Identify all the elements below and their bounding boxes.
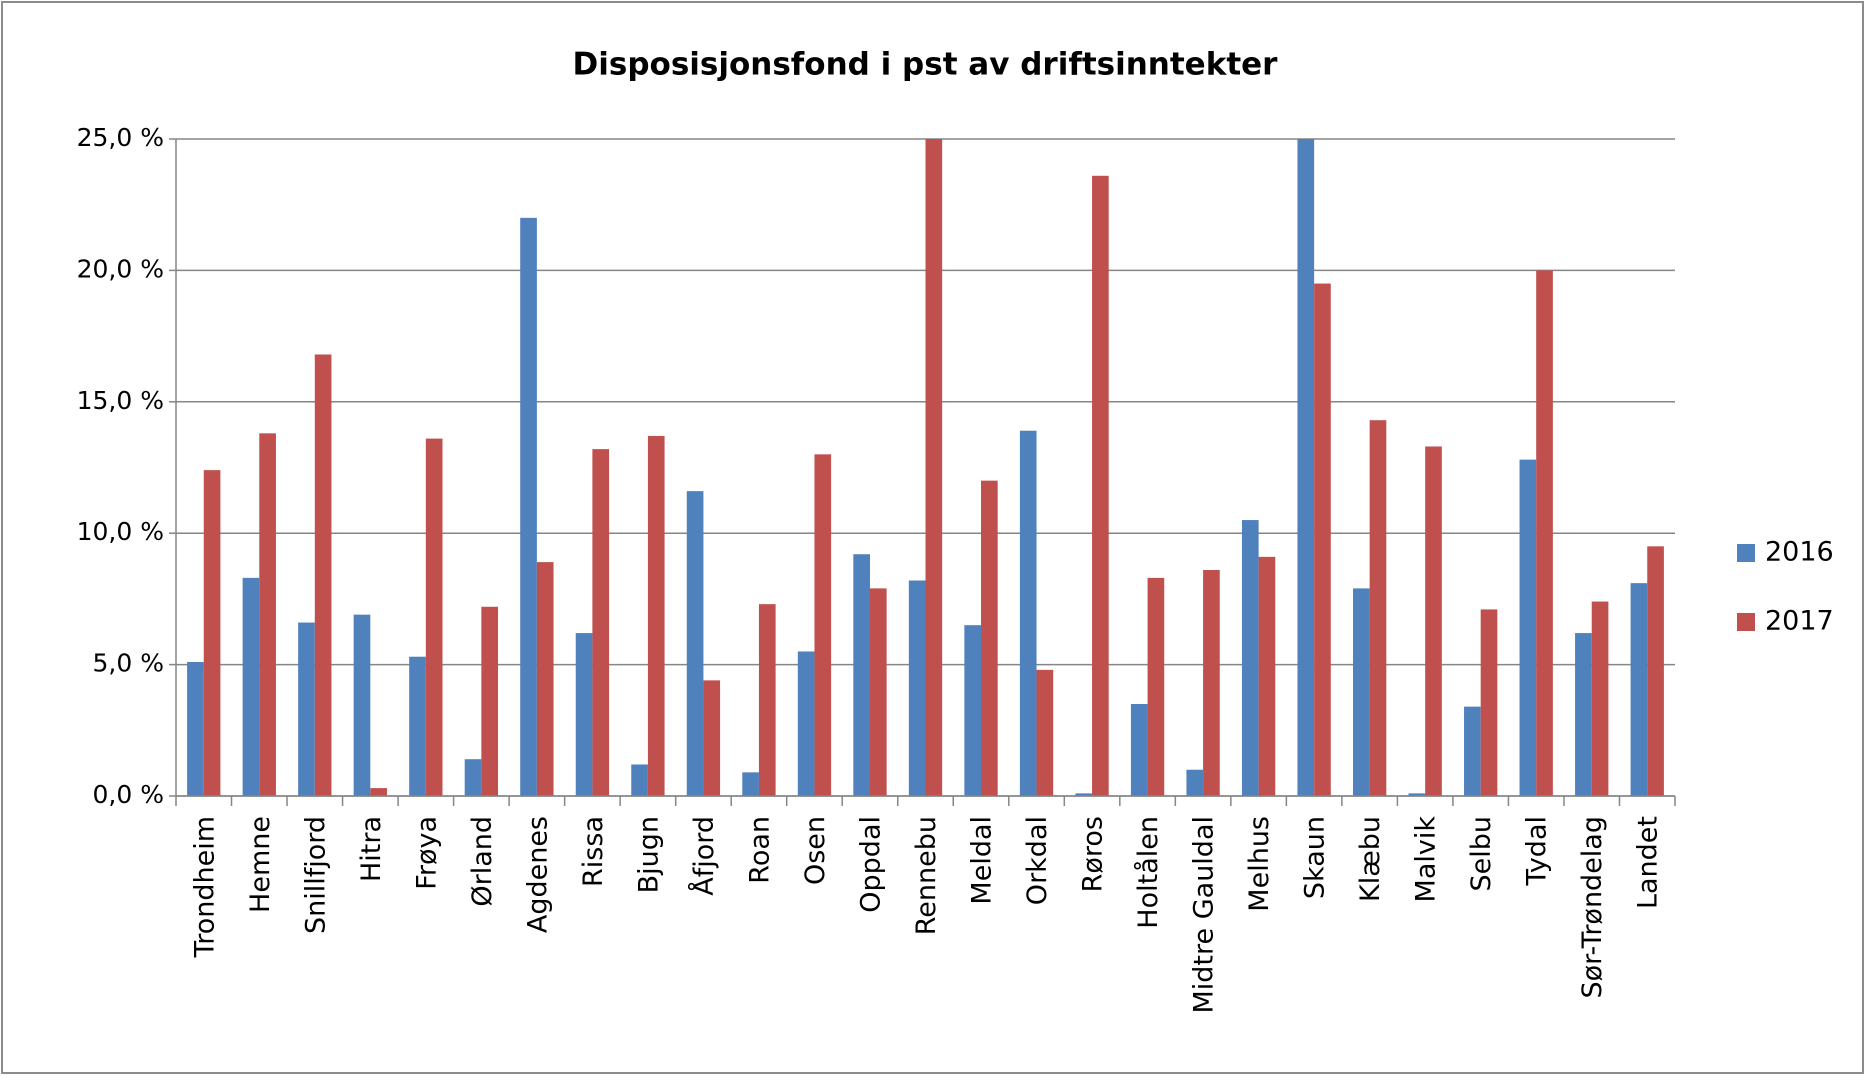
- bar: [1591, 601, 1609, 796]
- bar: [869, 588, 887, 796]
- x-tick-label: Osen: [800, 816, 831, 885]
- bar: [1536, 270, 1553, 796]
- bar: [1480, 609, 1498, 796]
- legend-label: 2016: [1765, 537, 1834, 568]
- bar: [1130, 704, 1148, 796]
- bars: [187, 139, 1664, 796]
- x-tick-label: Holtålen: [1133, 816, 1164, 929]
- x-tick-label: Roan: [744, 816, 775, 884]
- legend-swatch: [1737, 544, 1755, 562]
- y-tick-label: 5,0 %: [93, 649, 164, 678]
- bar: [631, 764, 648, 796]
- bar: [1241, 520, 1259, 796]
- bar: [742, 772, 759, 796]
- x-tick-label: Rissa: [578, 816, 609, 887]
- x-tick-label: Landet: [1633, 816, 1664, 909]
- bar: [1425, 446, 1442, 796]
- bar: [536, 562, 554, 796]
- bar: [1519, 459, 1537, 796]
- bar: [1575, 633, 1592, 796]
- x-tick-label: Trondheim: [189, 816, 220, 958]
- legend-swatch: [1737, 613, 1755, 631]
- x-tick-label: Ørland: [467, 816, 498, 907]
- bar: [592, 449, 610, 796]
- bar: [298, 622, 315, 796]
- bar: [964, 625, 982, 796]
- bar: [1147, 577, 1165, 796]
- bar: [481, 606, 499, 796]
- bar: [1092, 175, 1109, 796]
- bar: [370, 788, 387, 796]
- x-tick-label: Midtre Gauldal: [1189, 816, 1220, 1014]
- bar: [520, 217, 537, 796]
- legend-label: 2017: [1765, 606, 1834, 637]
- y-tick-label: 0,0 %: [93, 780, 164, 809]
- bar: [703, 680, 721, 796]
- x-tick-label: Skaun: [1300, 816, 1331, 899]
- x-tick-label: Frøya: [411, 816, 442, 890]
- y-tick-label: 25,0 %: [77, 123, 164, 152]
- x-tick-label: Oppdal: [855, 816, 886, 913]
- bar: [814, 454, 832, 796]
- bar: [187, 661, 204, 796]
- bar: [1314, 283, 1331, 796]
- y-tick-label: 20,0 %: [77, 254, 164, 283]
- bar: [409, 656, 426, 796]
- x-tick-label: Sør-Trøndelag: [1577, 816, 1608, 999]
- bar: [925, 139, 943, 796]
- bar: [1630, 583, 1648, 796]
- bar: [686, 491, 704, 796]
- bar: [314, 354, 332, 796]
- x-tick-label: Meldal: [967, 816, 998, 905]
- x-tick-label: Melhus: [1244, 816, 1275, 912]
- x-tick-label: Agdenes: [522, 816, 553, 933]
- bar: [242, 577, 260, 796]
- bar: [981, 480, 998, 796]
- x-tick-label: Bjugn: [633, 816, 664, 893]
- bar: [1352, 588, 1370, 796]
- bar: [1464, 706, 1481, 796]
- bar: [1075, 793, 1093, 796]
- bar: [1258, 556, 1276, 796]
- bar: [1203, 569, 1220, 796]
- x-tick-label: Selbu: [1466, 816, 1497, 892]
- bar: [647, 435, 665, 796]
- bar: [575, 633, 593, 796]
- bar: [908, 580, 926, 796]
- bar: [853, 554, 870, 796]
- x-tick-label: Hitra: [356, 816, 387, 882]
- bar: [1408, 793, 1426, 796]
- bar: [1186, 769, 1204, 796]
- x-tick-label: Snillfjord: [300, 816, 331, 934]
- bar: [1369, 420, 1387, 796]
- y-tick-label: 10,0 %: [77, 517, 164, 546]
- bar: [1647, 546, 1664, 796]
- bar: [797, 651, 815, 796]
- x-tick-label: Rennebu: [911, 816, 942, 935]
- x-tick-label: Åfjord: [688, 816, 720, 896]
- x-tick-label: Hemne: [245, 816, 276, 913]
- bar: [259, 433, 276, 796]
- x-tick-label: Klæbu: [1355, 816, 1386, 902]
- bar: [203, 470, 221, 796]
- bar: [353, 614, 371, 796]
- bar: [425, 438, 443, 796]
- bar: [758, 604, 776, 796]
- x-tick-label: Tydal: [1522, 816, 1553, 886]
- bar: [1036, 669, 1054, 796]
- y-tick-label: 15,0 %: [77, 386, 164, 415]
- bar: [1297, 139, 1315, 796]
- x-tick-label: Orkdal: [1022, 816, 1053, 905]
- bar: [464, 759, 482, 796]
- x-tick-label: Malvik: [1411, 816, 1442, 903]
- chart-title: Disposisjonsfond i pst av driftsinntekte…: [573, 47, 1279, 83]
- x-tick-label: Røros: [1078, 816, 1109, 892]
- bar: [1019, 430, 1037, 796]
